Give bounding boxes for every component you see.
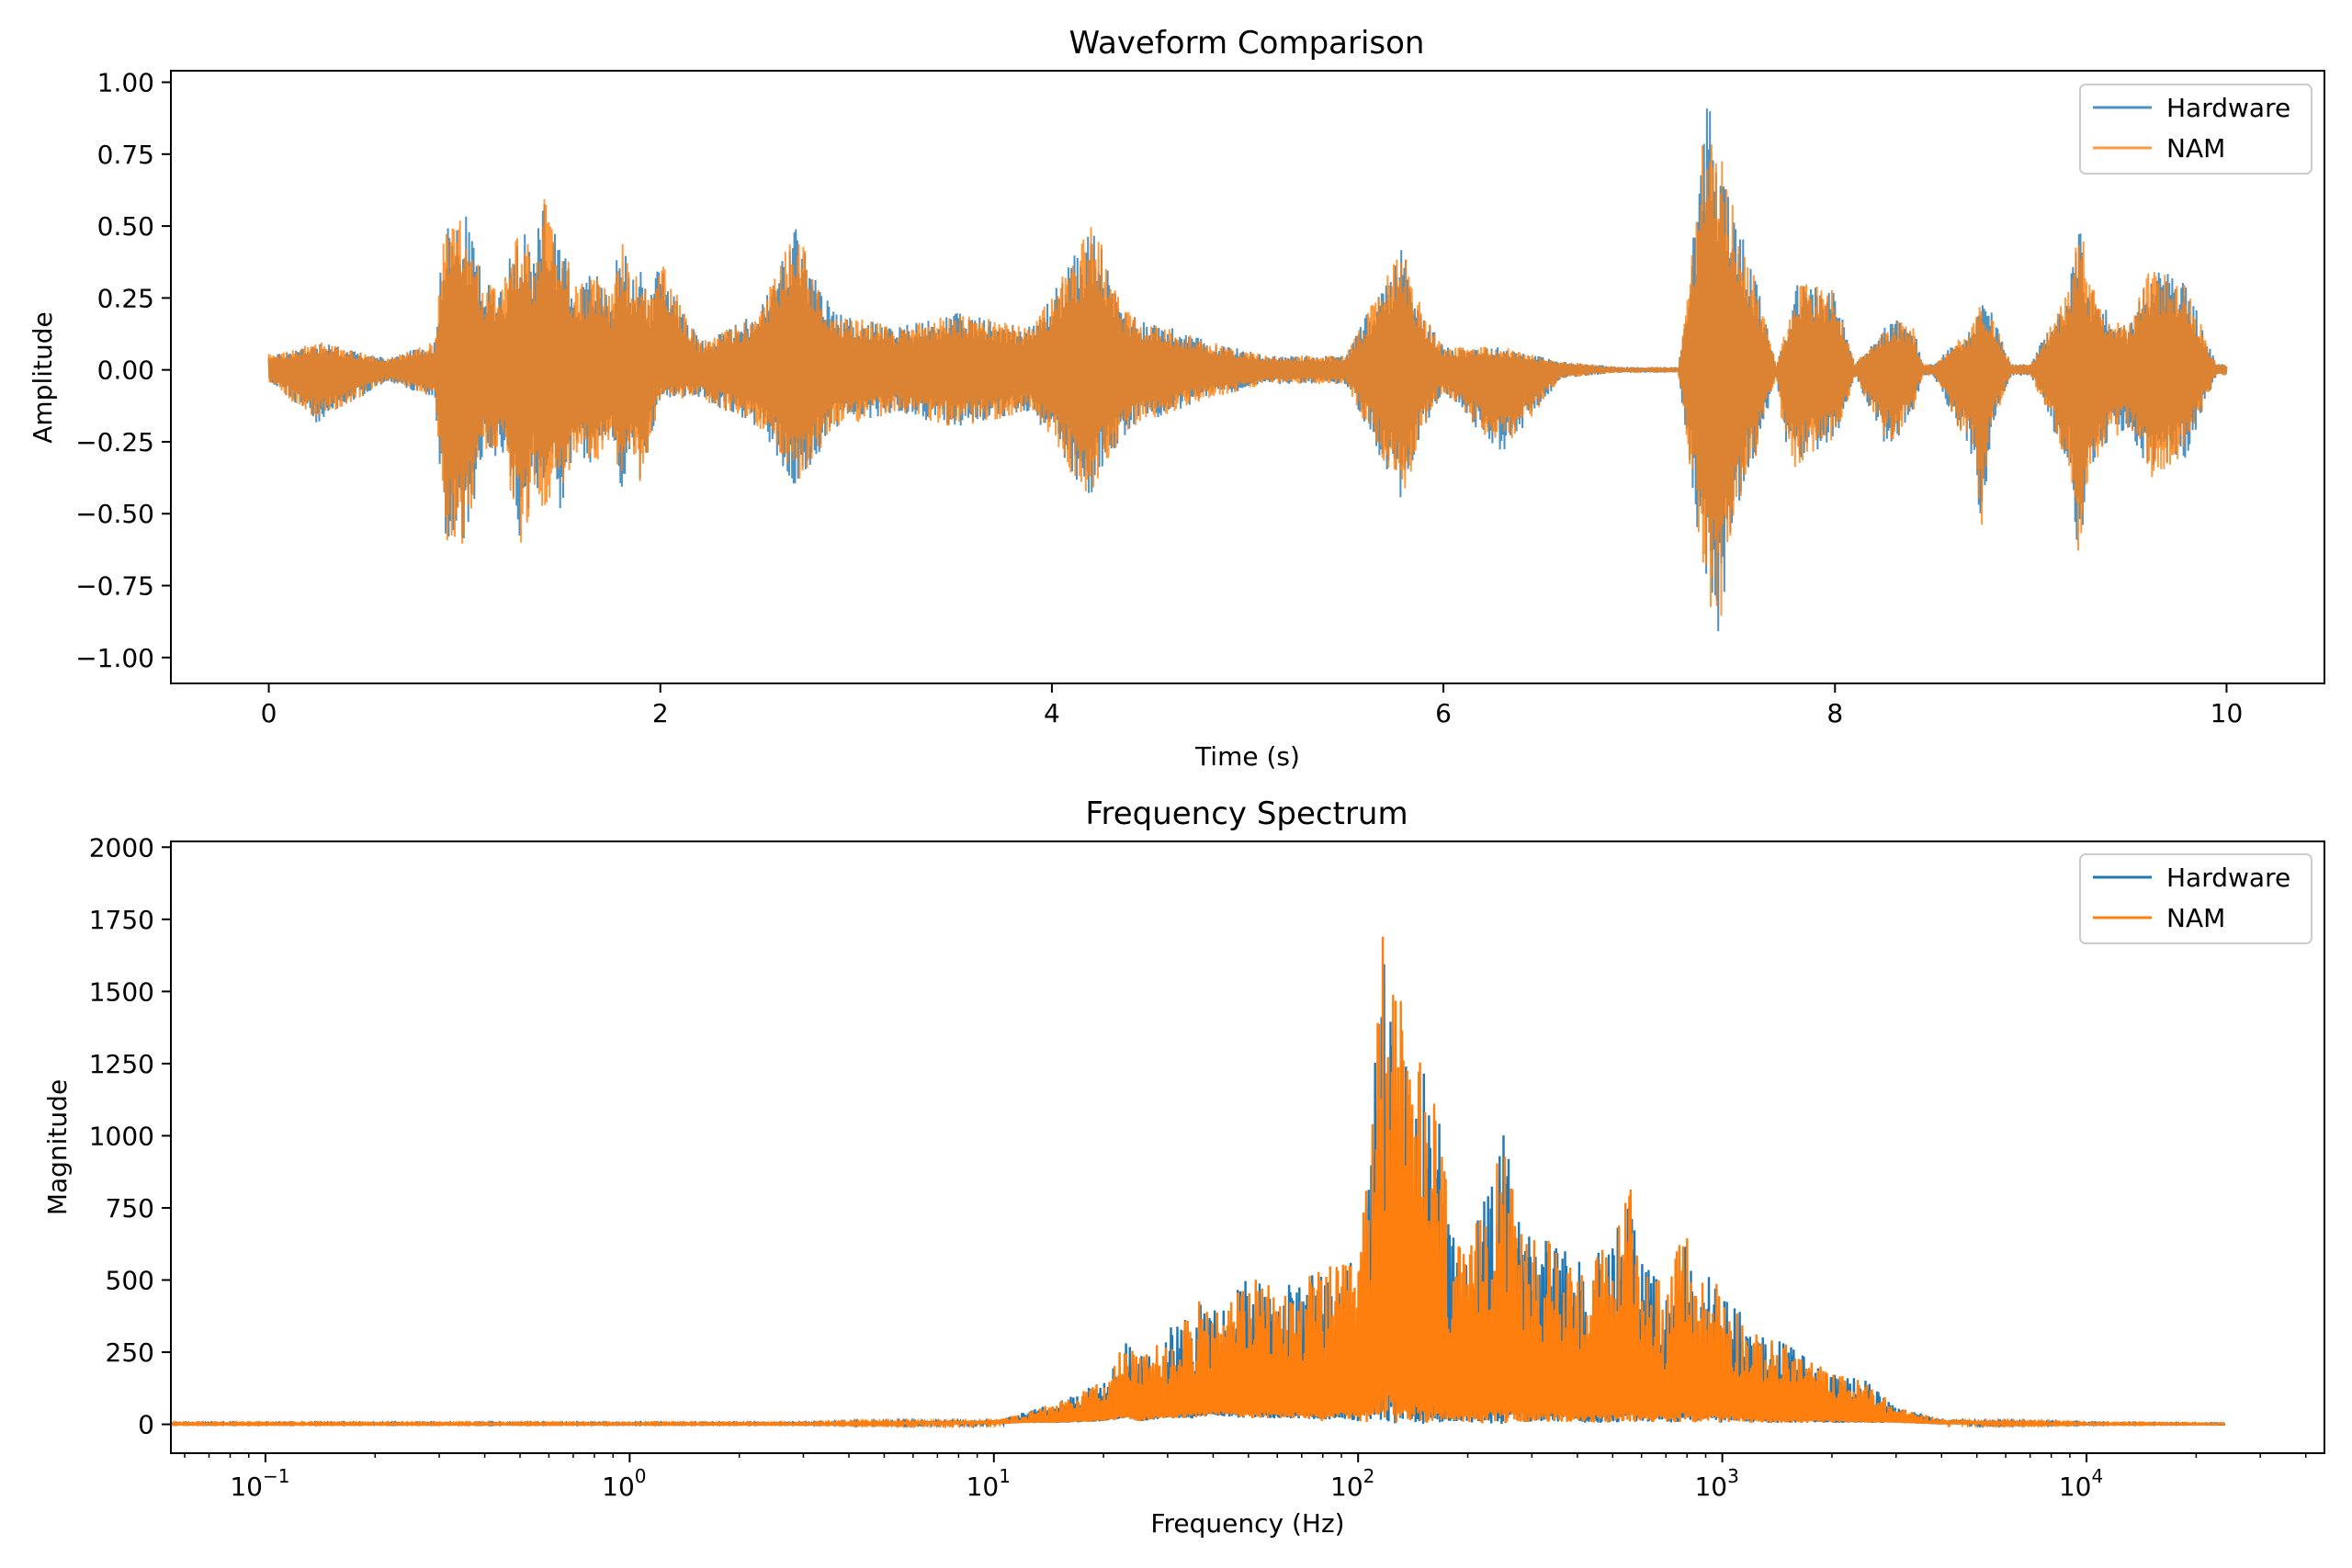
spectrum-y-tick-label: 500 (106, 1266, 154, 1296)
spectrum-y-tick-label: 750 (106, 1193, 154, 1224)
spectrum-x-tick-label: 102 (1330, 1465, 1374, 1502)
spectrum-x-tick-label: 10−1 (230, 1465, 289, 1502)
waveform-y-tick-label: −0.75 (75, 571, 154, 602)
spectrum-x-tick-label: 103 (1694, 1465, 1738, 1502)
spectrum-axes-frame (170, 840, 2325, 1454)
waveform-y-ticks: 1.00 0.75 0.50 0.25 0.00 −0.25 −0.50 −0.75 −1.00 (75, 68, 171, 673)
spectrum-x-axis-label: Frequency (Hz) (1150, 1508, 1344, 1539)
spectrum-legend: Hardware NAM (2079, 853, 2312, 944)
waveform-y-tick-label: 0.00 (97, 355, 154, 386)
waveform-y-tick-label: −1.00 (75, 643, 154, 673)
waveform-x-tick-label: 6 (1435, 698, 1452, 728)
waveform-y-tick-label: 0.25 (97, 283, 154, 313)
spectrum-y-tick-label: 250 (106, 1337, 154, 1368)
waveform-title: Waveform Comparison (1069, 25, 1425, 62)
spectrum-y-tick-label: 1000 (89, 1121, 154, 1151)
waveform-x-tick-label: 8 (1826, 698, 1843, 728)
spectrum-title: Frequency Spectrum (1085, 795, 1408, 832)
spectrum-y-ticks: 0 250 500 750 1000 1250 1500 1750 2000 (89, 832, 171, 1440)
waveform-plot-area (267, 108, 2228, 632)
spectrum-y-tick-label: 0 (138, 1410, 154, 1440)
waveform-y-axis-label: Amplitude (28, 311, 58, 444)
spectrum-y-tick-label: 2000 (89, 832, 154, 863)
spectrum-y-tick-label: 1500 (89, 976, 154, 1007)
waveform-legend: Hardware NAM (2079, 84, 2312, 175)
waveform-x-ticks: 0 2 4 6 8 10 (261, 683, 2244, 728)
waveform-x-tick-label: 2 (652, 698, 669, 728)
waveform-x-tick-label: 4 (1044, 698, 1060, 728)
spectrum-plot-area (169, 936, 2226, 1429)
waveform-legend-hardware-label: Hardware (2166, 93, 2290, 123)
waveform-series-nam-line (267, 144, 2228, 616)
waveform-axes-frame (170, 70, 2325, 684)
spectrum-legend-nam-label: NAM (2166, 903, 2225, 933)
waveform-y-tick-label: 0.75 (97, 140, 154, 170)
waveform-y-tick-label: −0.25 (75, 427, 154, 457)
spectrum-y-tick-label: 1750 (89, 905, 154, 935)
waveform-y-tick-label: 0.50 (97, 211, 154, 242)
spectrum-x-tick-label: 101 (967, 1465, 1011, 1502)
spectrum-x-ticks: 10−1 100 101 102 103 104 (184, 1453, 2307, 1502)
spectrum-legend-hardware-label: Hardware (2166, 863, 2290, 893)
spectrum-x-tick-label: 100 (602, 1465, 646, 1502)
waveform-legend-nam-label: NAM (2166, 133, 2225, 164)
waveform-y-tick-label: 1.00 (97, 68, 154, 98)
spectrum-y-tick-label: 1250 (89, 1049, 154, 1079)
waveform-x-tick-label: 0 (261, 698, 277, 728)
waveform-x-axis-label: Time (s) (1194, 741, 1300, 772)
spectrum-series-nam-line (170, 936, 2226, 1429)
spectrum-x-tick-label: 104 (2059, 1465, 2103, 1502)
waveform-y-tick-label: −0.50 (75, 499, 154, 529)
spectrum-y-axis-label: Magnitude (42, 1079, 73, 1215)
spectrum-panel: Frequency Spectrum 10−1 100 101 102 103 104 0… (42, 795, 2325, 1539)
waveform-x-tick-label: 10 (2211, 698, 2244, 728)
waveform-panel: Waveform Comparison 0 2 4 6 8 10 1.00 0.75 0.50… (28, 25, 2325, 772)
